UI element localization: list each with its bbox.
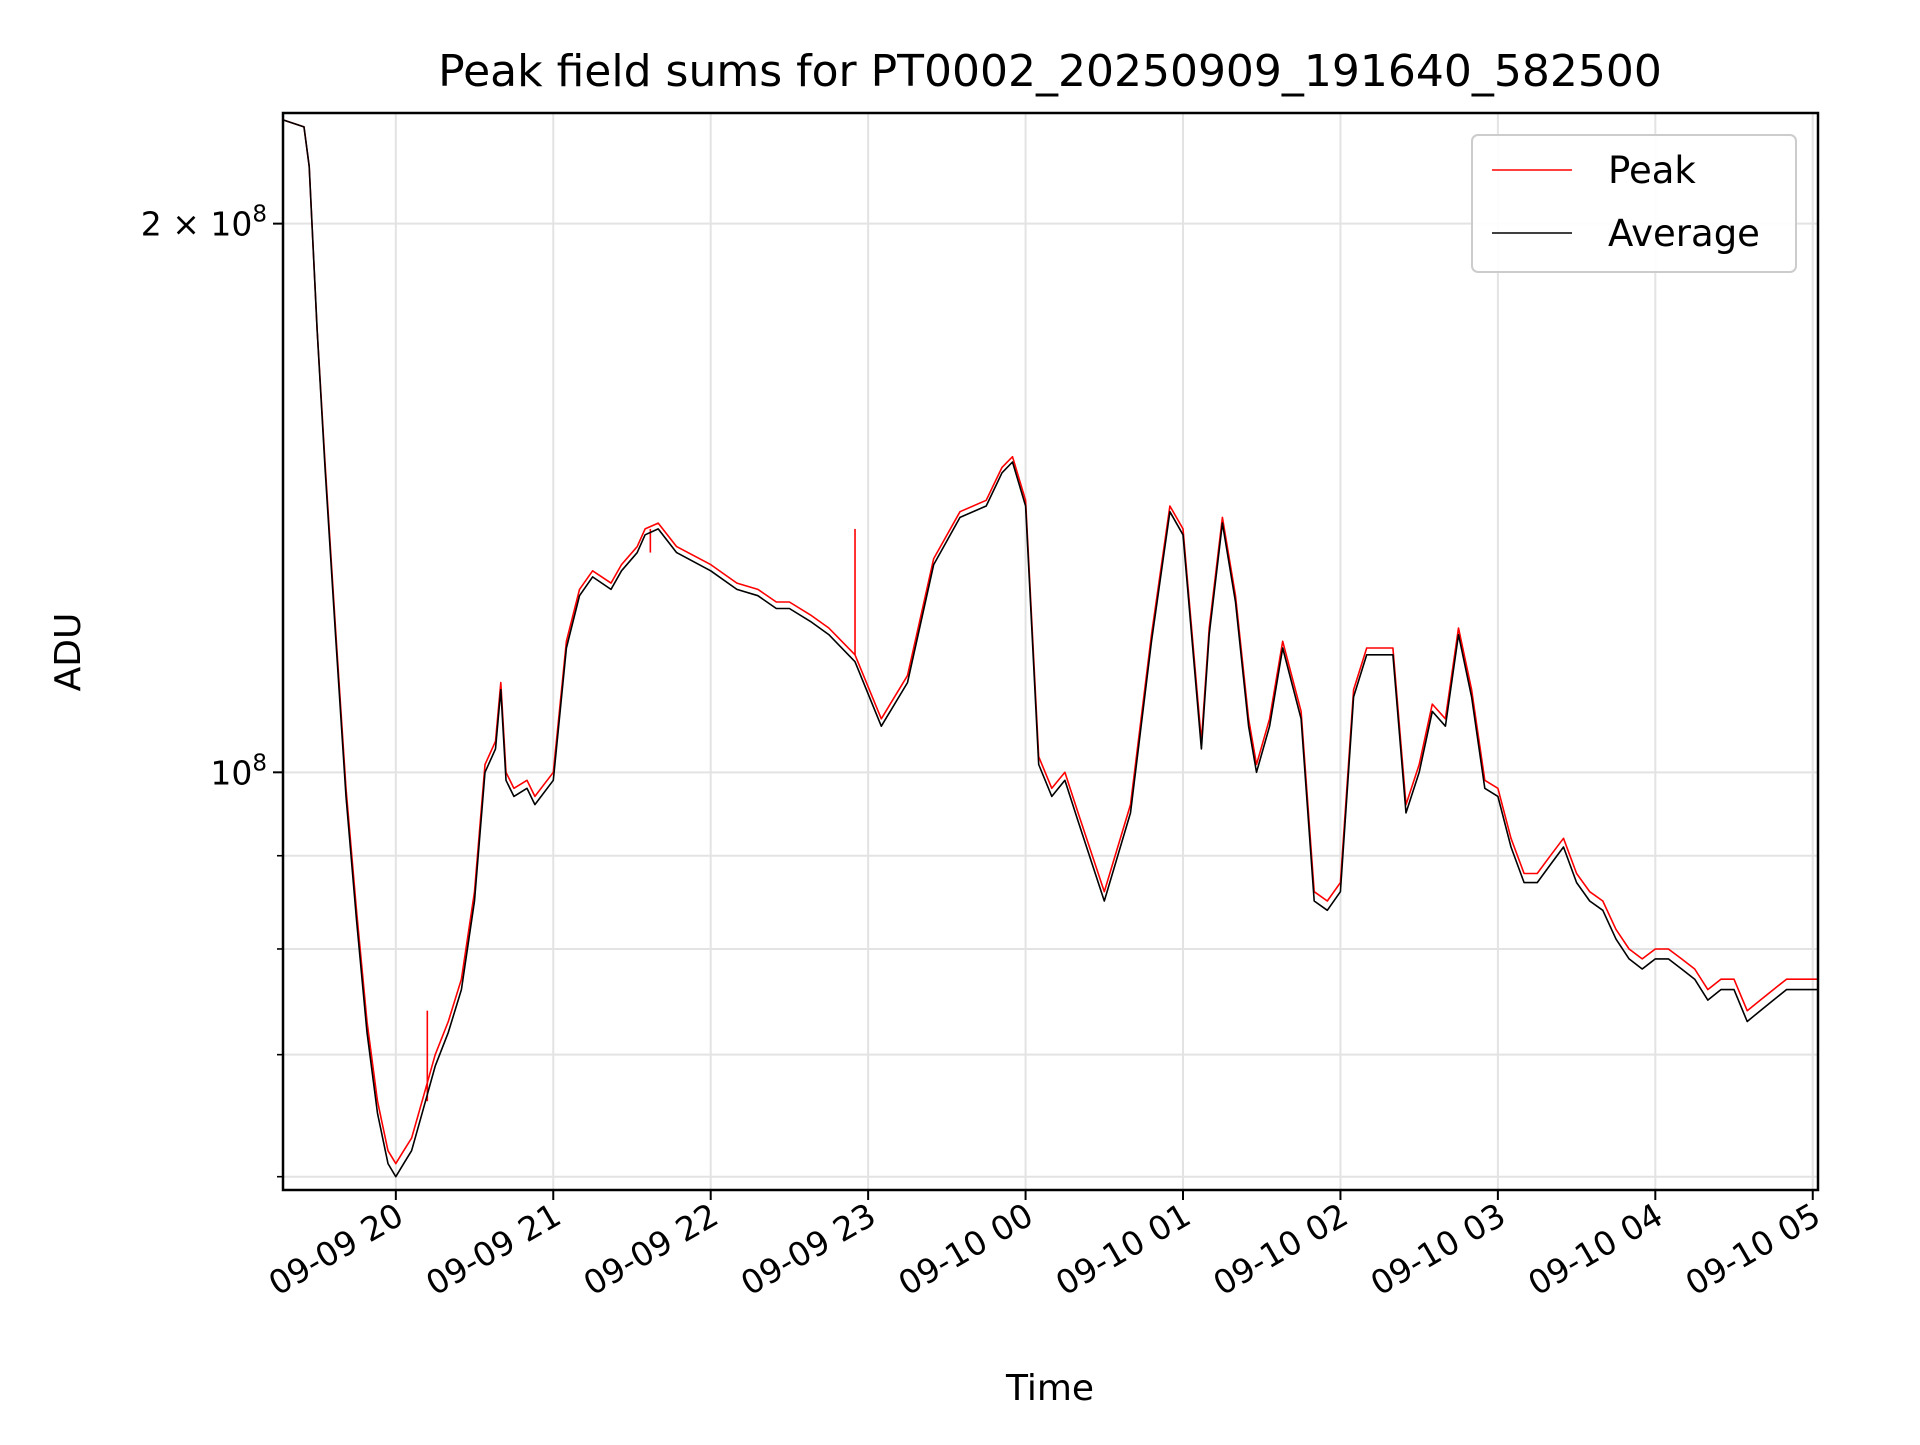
y-axis-label: ADU [48,613,89,692]
x-axis-label: Time [1005,1368,1094,1409]
legend-label-average: Average [1608,212,1760,255]
y-tick-label: 2 × 108 [141,202,267,244]
legend: Peak Average [1471,134,1797,273]
series-lines [282,119,1818,1178]
series-line-average [282,119,1818,1178]
chart-title: Peak field sums for PT0002_20250909_1916… [438,46,1662,97]
plot-frame [281,111,1820,1192]
legend-label-peak: Peak [1608,149,1696,192]
